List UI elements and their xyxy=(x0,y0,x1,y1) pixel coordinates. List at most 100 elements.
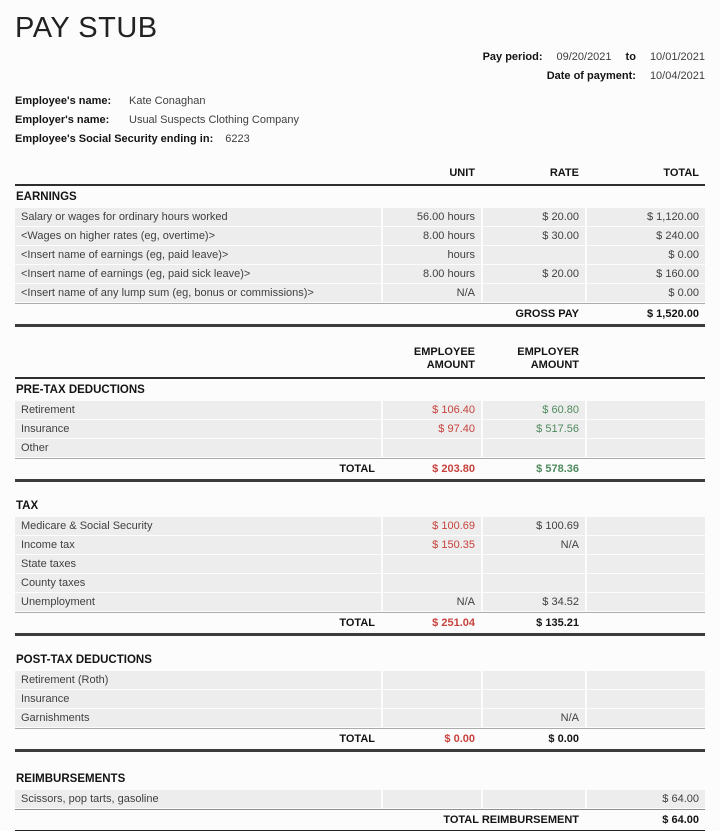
earnings-row: <Insert name of earnings (eg, paid leave… xyxy=(15,246,705,264)
tax-row: Medicare & Social Security $ 100.69 $ 10… xyxy=(15,517,705,535)
earnings-row-rate: $ 30.00 xyxy=(483,227,585,245)
tax-total-label: TOTAL xyxy=(339,617,375,629)
column-header-rate: RATE xyxy=(549,167,579,179)
tax-total-employee: $ 251.04 xyxy=(432,617,475,629)
pay-period-to-label: to xyxy=(625,51,636,63)
earnings-row-rate: $ 20.00 xyxy=(483,265,585,283)
posttax-row: Retirement (Roth) xyxy=(15,671,705,689)
employer-name-value: Usual Suspects Clothing Company xyxy=(129,114,299,126)
section-rule xyxy=(15,633,705,636)
earnings-title: EARNINGS xyxy=(16,191,77,203)
tax-section: TAX Medicare & Social Security $ 100.69 … xyxy=(15,497,705,636)
earnings-row-unit: 8.00 hours xyxy=(383,265,481,283)
pretax-row-desc: Other xyxy=(15,439,381,457)
earnings-section: UNIT RATE TOTAL EARNINGS Salary or wages… xyxy=(15,165,705,327)
reimbursements-title: REIMBURSEMENTS xyxy=(16,773,126,785)
earnings-row-total: $ 0.00 xyxy=(587,246,705,264)
earnings-row-desc: <Wages on higher rates (eg, overtime)> xyxy=(15,227,381,245)
payment-date-value: 10/04/2021 xyxy=(649,70,705,82)
posttax-section: POST-TAX DEDUCTIONS Retirement (Roth) In… xyxy=(15,651,705,752)
section-rule xyxy=(15,479,705,482)
amount-column-header: EMPLOYEE AMOUNT EMPLOYER AMOUNT xyxy=(15,344,705,379)
employee-name-value: Kate Conaghan xyxy=(129,95,206,107)
reimbursement-row-desc: Scissors, pop tarts, gasoline xyxy=(15,790,381,808)
pretax-row-employer-amount: $ 517.56 xyxy=(483,420,585,438)
employer-name-label: Employer's name: xyxy=(15,114,110,126)
ssn-row: Employee's Social Security ending in: 62… xyxy=(15,130,705,149)
tax-total-row: TOTAL $ 251.04 $ 135.21 xyxy=(15,612,705,632)
tax-row: Unemployment N/A $ 34.52 xyxy=(15,593,705,611)
payment-date-label: Date of payment: xyxy=(546,70,636,82)
tax-row-employee-amount xyxy=(383,574,481,592)
earnings-row-unit: hours xyxy=(383,246,481,264)
payment-date-row: Date of payment: 10/04/2021 xyxy=(15,67,705,86)
posttax-total-label: TOTAL xyxy=(339,733,375,745)
posttax-row: Insurance xyxy=(15,690,705,708)
tax-row-employer-amount: $ 100.69 xyxy=(483,517,585,535)
pay-period-end: 10/01/2021 xyxy=(649,51,705,63)
posttax-total-row: TOTAL $ 0.00 $ 0.00 xyxy=(15,728,705,748)
pretax-total-employer: $ 578.36 xyxy=(536,463,579,475)
earnings-row-desc: <Insert name of earnings (eg, paid leave… xyxy=(15,246,381,264)
gross-pay-row: GROSS PAY $ 1,520.00 xyxy=(15,303,705,323)
employee-name-label: Employee's name: xyxy=(15,95,112,107)
posttax-row-employer-amount: N/A xyxy=(483,709,585,727)
pretax-row-employer-amount: $ 60.80 xyxy=(483,401,585,419)
tax-row: Income tax $ 150.35 N/A xyxy=(15,536,705,554)
tax-row-desc: County taxes xyxy=(15,574,381,592)
employer-name-row: Employer's name: Usual Suspects Clothing… xyxy=(15,111,705,130)
section-rule xyxy=(15,749,705,752)
column-header-employer-amount: EMPLOYER AMOUNT xyxy=(517,346,579,371)
pretax-total-employee: $ 203.80 xyxy=(432,463,475,475)
tax-row-desc: State taxes xyxy=(15,555,381,573)
earnings-row: <Insert name of earnings (eg, paid sick … xyxy=(15,265,705,283)
pretax-row: Insurance $ 97.40 $ 517.56 xyxy=(15,420,705,438)
earnings-row: <Wages on higher rates (eg, overtime)> 8… xyxy=(15,227,705,245)
earnings-row-desc: <Insert name of any lump sum (eg, bonus … xyxy=(15,284,381,302)
tax-row-employee-amount: N/A xyxy=(383,593,481,611)
earnings-row-rate: $ 20.00 xyxy=(483,208,585,226)
tax-row-employer-amount xyxy=(483,555,585,573)
section-rule xyxy=(15,324,705,327)
reimbursement-row-total: $ 64.00 xyxy=(587,790,705,808)
tax-row-desc: Income tax xyxy=(15,536,381,554)
total-reimbursement-row: TOTAL REIMBURSEMENT $ 64.00 xyxy=(15,809,705,829)
column-header-total: TOTAL xyxy=(663,167,699,179)
tax-row-desc: Medicare & Social Security xyxy=(15,517,381,535)
pretax-row-employee-amount xyxy=(383,439,481,457)
page-title: PAY STUB xyxy=(15,12,158,44)
tax-row-employer-amount: N/A xyxy=(483,536,585,554)
posttax-row-employee-amount xyxy=(383,709,481,727)
total-reimbursement-value: $ 64.00 xyxy=(662,814,699,826)
column-header-employee-amount: EMPLOYEE AMOUNT xyxy=(413,346,475,371)
posttax-row-employee-amount xyxy=(383,690,481,708)
tax-row-desc: Unemployment xyxy=(15,593,381,611)
pretax-row-employee-amount: $ 106.40 xyxy=(383,401,481,419)
pretax-total-label: TOTAL xyxy=(339,463,375,475)
earnings-row-desc: <Insert name of earnings (eg, paid sick … xyxy=(15,265,381,283)
earnings-row-rate xyxy=(483,246,585,264)
earnings-column-header: UNIT RATE TOTAL xyxy=(15,165,705,186)
pretax-row-employee-amount: $ 97.40 xyxy=(383,420,481,438)
earnings-row: Salary or wages for ordinary hours worke… xyxy=(15,208,705,226)
pay-period-start: 09/20/2021 xyxy=(556,51,612,63)
tax-row-employee-amount: $ 150.35 xyxy=(383,536,481,554)
pretax-row-desc: Retirement xyxy=(15,401,381,419)
pretax-row-employer-amount xyxy=(483,439,585,457)
pay-period-label: Pay period: xyxy=(482,51,543,63)
employee-info-block: Employee's name: Kate Conaghan Employer'… xyxy=(15,92,705,149)
tax-row: State taxes xyxy=(15,555,705,573)
reimbursement-row: Scissors, pop tarts, gasoline $ 64.00 xyxy=(15,790,705,808)
earnings-row-rate xyxy=(483,284,585,302)
pretax-row: Retirement $ 106.40 $ 60.80 xyxy=(15,401,705,419)
ssn-label: Employee's Social Security ending in: xyxy=(15,133,214,145)
earnings-row-unit: N/A xyxy=(383,284,481,302)
pretax-section: EMPLOYEE AMOUNT EMPLOYER AMOUNT PRE-TAX … xyxy=(15,344,705,482)
posttax-row-employer-amount xyxy=(483,690,585,708)
pretax-total-row: TOTAL $ 203.80 $ 578.36 xyxy=(15,458,705,478)
earnings-row-total: $ 1,120.00 xyxy=(587,208,705,226)
reimbursements-section: REIMBURSEMENTS Scissors, pop tarts, gaso… xyxy=(15,770,705,831)
earnings-row: <Insert name of any lump sum (eg, bonus … xyxy=(15,284,705,302)
earnings-row-unit: 56.00 hours xyxy=(383,208,481,226)
earnings-row-total: $ 0.00 xyxy=(587,284,705,302)
